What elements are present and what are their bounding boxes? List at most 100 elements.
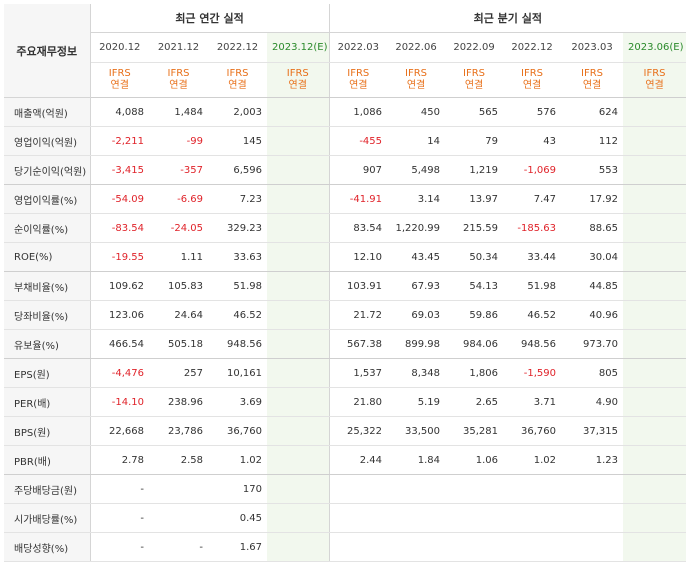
period-header: 2023.03 [561, 32, 624, 63]
value-cell: -1,590 [503, 358, 562, 388]
value-cell: 103.91 [329, 271, 388, 301]
table-row: PER(배) -14.10 238.96 3.69 21.80 5.19 2.65 3.71 4… [4, 387, 687, 417]
value-cell [623, 126, 687, 156]
consolidated-label: 연결 [228, 80, 247, 91]
consolidated-label: 연결 [522, 80, 542, 91]
value-cell: 1,484 [149, 97, 208, 127]
value-cell: 2.44 [329, 445, 388, 475]
value-cell: 25,322 [329, 416, 388, 446]
ifrs-badge: IFRS 연결 [267, 62, 330, 98]
ifrs-label: IFRS [405, 68, 428, 79]
value-cell: -455 [329, 126, 388, 156]
value-cell [267, 97, 330, 127]
row-label: 영업이익(억원) [4, 126, 91, 156]
value-cell: 33.44 [503, 242, 562, 272]
table-row: 매출액(억원) 4,088 1,484 2,003 1,086 450 565 576 624 [4, 97, 687, 127]
period-header: 2022.06 [387, 32, 446, 63]
ifrs-badge: IFRS 연결 [90, 62, 149, 98]
value-cell: 54.13 [445, 271, 504, 301]
value-cell: -99 [149, 126, 208, 156]
value-cell [503, 532, 562, 562]
value-cell [623, 387, 687, 417]
value-cell [267, 474, 330, 504]
row-label: EPS(원) [4, 358, 91, 388]
period-header: 2023.06(E) [623, 32, 687, 63]
ifrs-badge: IFRS 연결 [149, 62, 208, 98]
value-cell: 37,315 [561, 416, 624, 446]
value-cell: -41.91 [329, 184, 388, 214]
row-label: 당기순이익(억원) [4, 155, 91, 185]
value-cell: 3.71 [503, 387, 562, 417]
value-cell: 984.06 [445, 329, 504, 359]
row-label: 당좌비율(%) [4, 300, 91, 330]
table-row: 당기순이익(억원) -3,415 -357 6,596 907 5,498 1,219 -1,… [4, 155, 687, 185]
value-cell [445, 474, 504, 504]
period-header: 2021.12 [149, 32, 208, 63]
value-cell: 10,161 [208, 358, 267, 388]
period-header: 2022.12 [503, 32, 562, 63]
ifrs-label: IFRS [463, 68, 486, 79]
row-label: 시가배당률(%) [4, 503, 91, 533]
value-cell: 466.54 [90, 329, 149, 359]
value-cell [267, 503, 330, 533]
annual-group-header: 최근 연간 실적 [90, 4, 330, 33]
value-cell: 899.98 [387, 329, 446, 359]
value-cell [623, 445, 687, 475]
value-cell [149, 474, 208, 504]
value-cell [623, 503, 687, 533]
table-row: 부채비율(%) 109.62 105.83 51.98 103.91 67.93 54.13… [4, 271, 687, 301]
value-cell [503, 503, 562, 533]
value-cell: 1.06 [445, 445, 504, 475]
value-cell: 907 [329, 155, 388, 185]
period-header-row: 2020.12 2021.12 2022.12 2023.12(E) 2022.03 20… [4, 32, 687, 63]
value-cell: 12.10 [329, 242, 388, 272]
table-row: 순이익률(%) -83.54 -24.05 329.23 83.54 1,220.99 21… [4, 213, 687, 243]
table-row: 영업이익(억원) -2,211 -99 145 -455 14 79 43 112 [4, 126, 687, 156]
value-cell: 553 [561, 155, 624, 185]
value-cell: 33.63 [208, 242, 267, 272]
value-cell: 50.34 [445, 242, 504, 272]
value-cell: - [90, 532, 149, 562]
ifrs-badge: IFRS 연결 [329, 62, 388, 98]
value-cell: 2,003 [208, 97, 267, 127]
value-cell [267, 300, 330, 330]
value-cell [329, 503, 388, 533]
value-cell: 8,348 [387, 358, 446, 388]
value-cell: 215.59 [445, 213, 504, 243]
period-header: 2020.12 [90, 32, 149, 63]
period-header: 2023.12(E) [267, 32, 330, 63]
value-cell: 23,786 [149, 416, 208, 446]
value-cell [387, 474, 446, 504]
ifrs-label: IFRS [108, 68, 131, 79]
value-cell: - [149, 532, 208, 562]
ifrs-label: IFRS [167, 68, 190, 79]
value-cell [623, 329, 687, 359]
value-cell: 576 [503, 97, 562, 127]
value-cell: 329.23 [208, 213, 267, 243]
value-cell: - [90, 474, 149, 504]
value-cell: 1.02 [208, 445, 267, 475]
value-cell: -24.05 [149, 213, 208, 243]
value-cell: 450 [387, 97, 446, 127]
value-cell: 0.45 [208, 503, 267, 533]
value-cell: -19.55 [90, 242, 149, 272]
value-cell: 4,088 [90, 97, 149, 127]
value-cell [329, 532, 388, 562]
value-cell [561, 503, 624, 533]
value-cell: 1,086 [329, 97, 388, 127]
consolidated-label: 연결 [288, 80, 307, 91]
value-cell [267, 213, 330, 243]
value-cell: 69.03 [387, 300, 446, 330]
value-cell [623, 184, 687, 214]
value-cell: -2,211 [90, 126, 149, 156]
table-row: 주당배당금(원) - 170 [4, 474, 687, 504]
quarter-group-header: 최근 분기 실적 [329, 4, 687, 33]
value-cell: 46.52 [208, 300, 267, 330]
value-cell [445, 503, 504, 533]
value-cell: 1,219 [445, 155, 504, 185]
value-cell [267, 445, 330, 475]
period-header: 2022.03 [329, 32, 388, 63]
value-cell [561, 474, 624, 504]
label-column-header: 주요재무정보 [4, 4, 91, 98]
value-cell: 51.98 [503, 271, 562, 301]
